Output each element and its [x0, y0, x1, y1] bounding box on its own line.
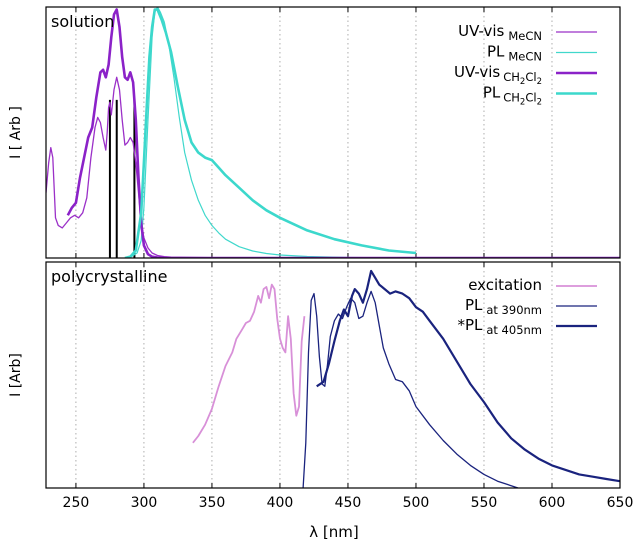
panel-label-solution: solution	[51, 12, 114, 31]
plot-frame	[45, 6, 621, 259]
y-axis-label-polycrystalline: I [Arb]	[8, 353, 24, 397]
polycrystalline-panel: 250 300 350 400 450 500 550 600 650 polycrystalli…	[8, 261, 634, 511]
x-tick-label: 500	[403, 495, 430, 511]
series-line-3	[66, 8, 620, 258]
panel-label-polycrystalline: polycrystalline	[51, 267, 167, 286]
x-tick-label: 550	[471, 495, 498, 511]
legend-label-1: excitation	[468, 276, 542, 294]
x-tick-label: 450	[335, 495, 362, 511]
x-tick-label: 650	[607, 495, 634, 511]
series-line-3	[316, 269, 620, 483]
series-line-2	[124, 7, 620, 258]
x-tick-label: 250	[63, 495, 90, 511]
legend-label-1: UV-vis MeCN	[458, 22, 542, 43]
x-tick-label: 400	[267, 495, 294, 511]
x-tick-label: 350	[199, 495, 226, 511]
legend-label-2: PL MeCN	[487, 43, 542, 64]
legend-label-3: *PL at 405nm	[457, 316, 542, 337]
plot-frame	[45, 261, 621, 489]
series-line-4	[124, 8, 417, 258]
series-line-1	[192, 283, 306, 444]
series-line-2	[302, 290, 519, 488]
legend-label-2: PL at 390nm	[465, 296, 542, 317]
y-axis-label-solution: I [ Arb ]	[8, 106, 24, 159]
x-tick-label: 600	[539, 495, 566, 511]
series-line-1	[46, 76, 620, 258]
x-tick-label: 300	[131, 495, 158, 511]
legend-label-4: PL CH2Cl2	[483, 84, 542, 108]
x-axis-label: λ [nm]	[309, 523, 358, 541]
